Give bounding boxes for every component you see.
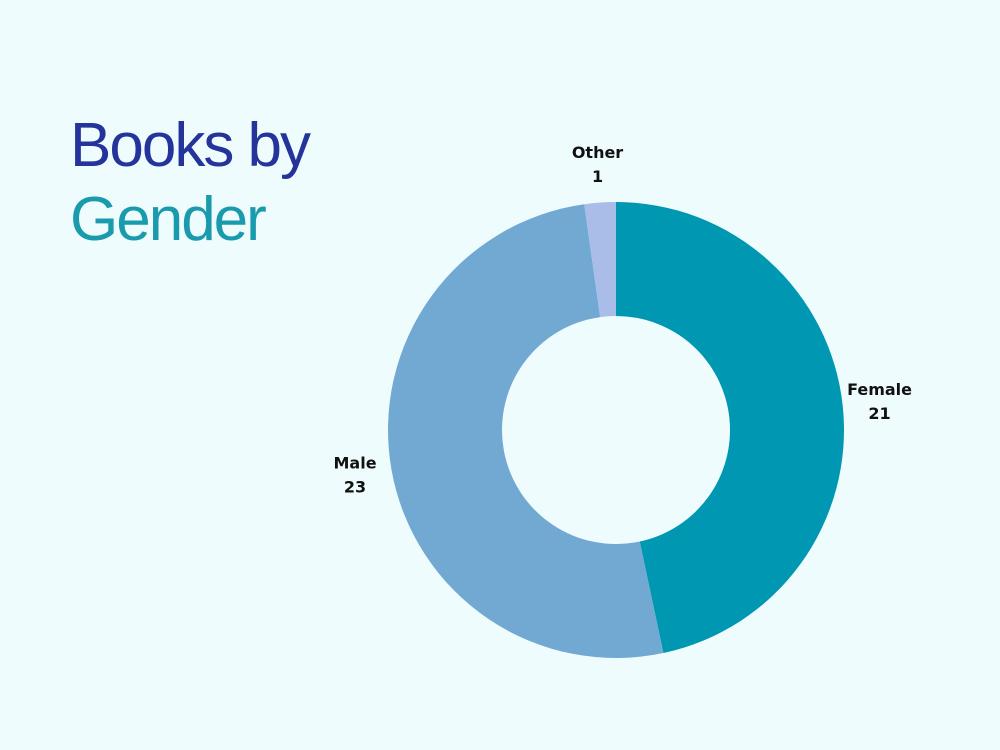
slice-value: 1 <box>592 167 603 186</box>
donut-slice <box>584 202 616 318</box>
donut-slice <box>387 204 664 659</box>
donut: Female 21 Male 23 Other 1 <box>333 143 912 659</box>
slice-label: Male <box>333 454 376 473</box>
donut-slice <box>616 202 844 654</box>
chart-title-line: Books by <box>70 111 311 180</box>
slice-label: Female <box>847 380 912 399</box>
chart-title-line: Gender <box>70 185 266 254</box>
slice-value: 23 <box>344 478 366 497</box>
slice-label: Other <box>572 143 623 162</box>
slice-value: 21 <box>868 404 890 423</box>
